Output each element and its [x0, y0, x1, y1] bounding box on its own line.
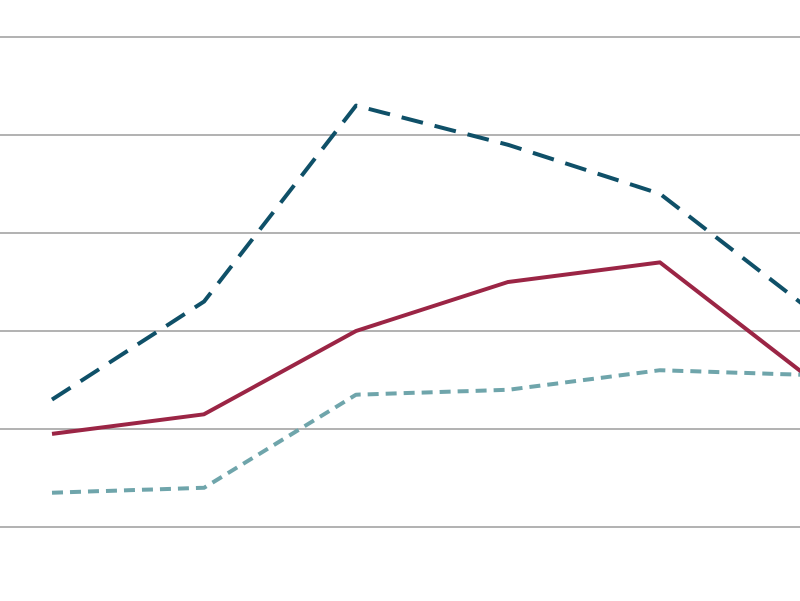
series-line-1	[50, 103, 800, 402]
series-lines	[50, 103, 800, 495]
gridlines	[0, 36, 800, 528]
series-line-2	[51, 260, 800, 436]
series-line-3	[51, 368, 800, 495]
